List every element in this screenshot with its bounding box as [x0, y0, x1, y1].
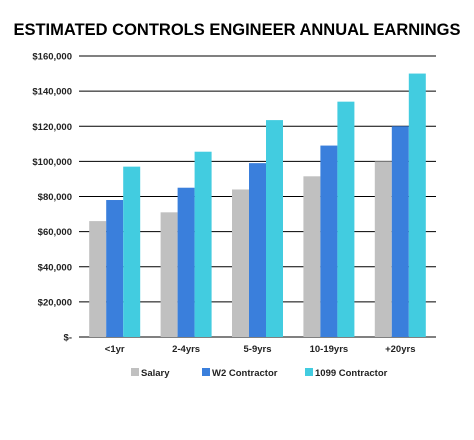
bar-w2-contractor-2 [249, 163, 266, 337]
legend: Salary W2 Contractor 1099 Contractor [131, 368, 388, 379]
x-category-label: <1yr [105, 344, 125, 355]
bar-1099-contractor-1 [194, 151, 212, 337]
legend-swatch [202, 368, 210, 376]
bar-salary-4 [374, 161, 392, 337]
bar-1099-contractor-2 [266, 120, 283, 338]
legend-swatch [131, 368, 139, 376]
x-axis-category-labels: <1yr 2-4yrs 5-9yrs 10-19yrs +20yrs [105, 344, 416, 355]
bar-1099-contractor-4 [408, 73, 426, 337]
chart-title: ESTIMATED CONTROLS ENGINEER ANNUAL EARNI… [13, 21, 460, 39]
bar-1099-contractor-0 [123, 166, 141, 337]
y-tick-label: $- [64, 333, 72, 344]
bar-salary-0 [89, 221, 107, 337]
legend-label: W2 Contractor [212, 368, 278, 379]
y-tick-label: $20,000 [38, 297, 72, 308]
y-tick-label: $160,000 [32, 52, 72, 63]
legend-swatch [305, 368, 313, 376]
y-tick-label: $40,000 [38, 262, 72, 273]
x-category-label: 5-9yrs [244, 344, 272, 355]
bars [89, 73, 426, 338]
bar-w2-contractor-3 [320, 145, 338, 337]
y-tick-label: $120,000 [32, 122, 72, 133]
bar-w2-contractor-1 [177, 187, 195, 337]
bar-salary-2 [232, 189, 249, 337]
x-category-label: 2-4yrs [172, 344, 200, 355]
bar-salary-3 [303, 176, 321, 337]
bar-salary-1 [160, 212, 178, 337]
y-tick-label: $100,000 [32, 157, 72, 168]
x-category-label: +20yrs [385, 344, 415, 355]
y-axis-tick-labels: $- $20,000 $40,000 $60,000 $80,000 $100,000 $1… [32, 52, 72, 344]
bar-w2-contractor-4 [391, 126, 409, 337]
y-tick-label: $80,000 [38, 192, 72, 203]
y-tick-label: $60,000 [38, 227, 72, 238]
bar-w2-contractor-0 [106, 200, 124, 337]
x-category-label: 10-19yrs [310, 344, 349, 355]
y-tick-label: $140,000 [32, 87, 72, 98]
bar-1099-contractor-3 [337, 101, 355, 337]
legend-label: 1099 Contractor [315, 368, 388, 379]
legend-label: Salary [141, 368, 170, 379]
